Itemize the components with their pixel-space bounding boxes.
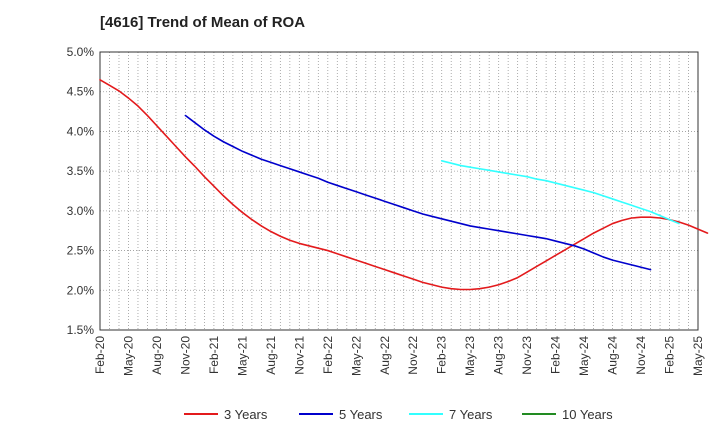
x-tick-label: Aug-21 bbox=[264, 336, 278, 375]
x-tick-label: Aug-20 bbox=[150, 336, 164, 375]
x-tick-label: Nov-22 bbox=[406, 336, 420, 375]
y-tick-label: 3.5% bbox=[67, 164, 95, 178]
plot-border bbox=[99, 51, 699, 331]
x-tick-label: May-25 bbox=[691, 336, 705, 376]
x-tick-label: Aug-24 bbox=[606, 336, 620, 375]
x-tick-label: Nov-24 bbox=[634, 336, 648, 375]
x-tick-label: May-24 bbox=[577, 336, 591, 376]
y-tick-label: 5.0% bbox=[67, 45, 95, 59]
chart-title: [4616] Trend of Mean of ROA bbox=[100, 14, 306, 31]
x-tick-label: Aug-23 bbox=[492, 336, 506, 375]
y-tick-label: 4.5% bbox=[67, 85, 95, 99]
x-tick-label: Feb-21 bbox=[207, 336, 221, 374]
legend: 3 Years 5 Years 7 Years 10 Years bbox=[184, 407, 613, 422]
x-tick-label: Nov-20 bbox=[178, 336, 192, 375]
x-tick-label: Feb-20 bbox=[93, 336, 107, 374]
y-tick-label: 3.0% bbox=[67, 204, 95, 218]
series-line-5-years bbox=[184, 114, 652, 271]
plot-area bbox=[100, 52, 698, 330]
x-tick-label: Feb-23 bbox=[435, 336, 449, 374]
x-tick-label: Nov-21 bbox=[292, 336, 306, 375]
legend-label-7-years: 7 Years bbox=[449, 407, 493, 422]
legend-label-10-years: 10 Years bbox=[562, 407, 613, 422]
x-tick-label: Feb-25 bbox=[663, 336, 677, 374]
x-tick-label: Feb-22 bbox=[321, 336, 335, 374]
x-tick-label: Nov-23 bbox=[520, 336, 534, 375]
legend-label-3-years: 3 Years bbox=[224, 407, 268, 422]
axis-layer: 1.5% 2.0% 2.5% 3.0% 3.5% 4.0% 4.5% 5.0% Feb-20 Ma… bbox=[67, 45, 705, 376]
y-tick-label: 2.5% bbox=[67, 244, 95, 258]
x-tick-label: May-20 bbox=[121, 336, 135, 376]
y-tick-label: 4.0% bbox=[67, 124, 95, 138]
series-layer bbox=[99, 79, 709, 291]
x-tick-label: May-21 bbox=[235, 336, 249, 376]
x-tick-label: May-22 bbox=[349, 336, 363, 376]
x-tick-label: May-23 bbox=[463, 336, 477, 376]
legend-label-5-years: 5 Years bbox=[339, 407, 383, 422]
series-line-7-years bbox=[440, 160, 680, 225]
x-tick-label: Aug-22 bbox=[378, 336, 392, 375]
y-tick-label: 2.0% bbox=[67, 283, 95, 297]
x-tick-label: Feb-24 bbox=[549, 336, 563, 374]
y-tick-label: 1.5% bbox=[67, 323, 95, 337]
series-line-3-years bbox=[99, 79, 709, 291]
